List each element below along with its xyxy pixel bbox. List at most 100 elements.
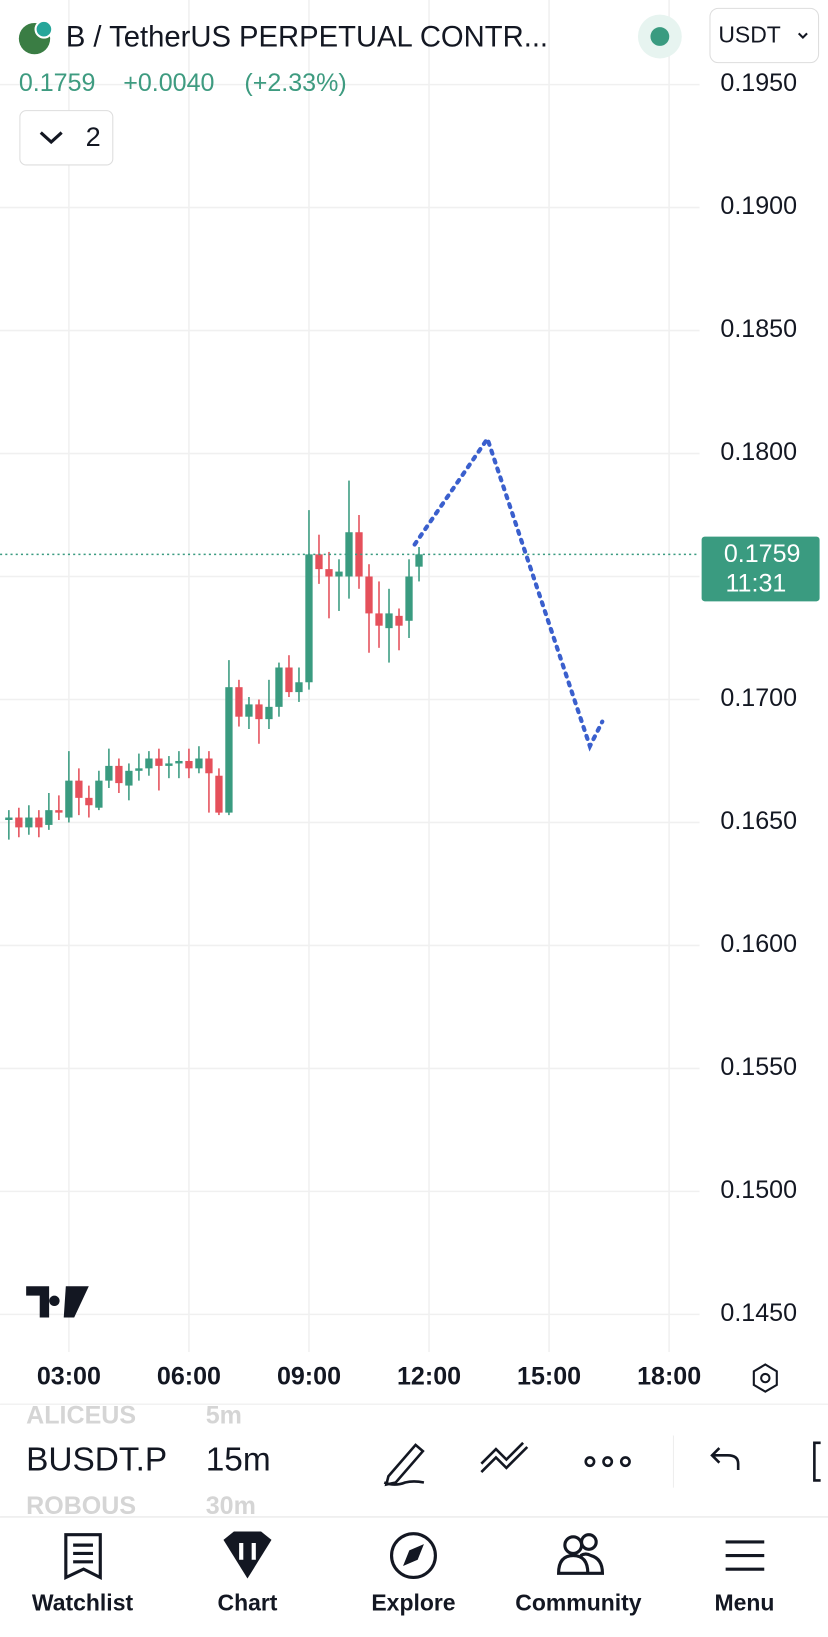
header-price: 0.1759: [19, 69, 96, 97]
more-tools[interactable]: [584, 1456, 631, 1468]
settings-icon: [760, 1372, 771, 1384]
candle-body: [115, 765, 123, 784]
interval-current[interactable]: 15m: [206, 1441, 271, 1478]
explore-icon[interactable]: [389, 1532, 437, 1580]
x-tick-label: 18:00: [637, 1363, 701, 1391]
nav-label[interactable]: Watchlist: [32, 1590, 134, 1616]
nav-label[interactable]: Chart: [218, 1590, 278, 1616]
header-change: +0.0040: [123, 69, 214, 97]
draw-tool[interactable]: [383, 1443, 425, 1487]
candle-body: [45, 810, 53, 825]
explore-needle: [403, 1544, 424, 1567]
last-price-box: [701, 536, 820, 602]
candle-body: [385, 613, 393, 629]
fullscreen-button[interactable]: [813, 1441, 821, 1482]
watchlist-icon[interactable]: [64, 1533, 102, 1581]
candle-body: [245, 704, 253, 717]
candle-body: [5, 817, 13, 820]
y-tick-label: 0.1700: [720, 684, 797, 712]
y-tick-label: 0.1500: [720, 1176, 797, 1204]
interval-option[interactable]: 5m: [206, 1401, 242, 1429]
tether-logo: [34, 19, 54, 39]
y-tick-label: 0.1550: [720, 1053, 797, 1081]
currency-label: USDT: [718, 22, 780, 48]
candle-body: [205, 758, 213, 774]
currency-button[interactable]: [709, 7, 820, 64]
candle-body: [365, 576, 373, 614]
community-icon-head: [579, 1533, 598, 1551]
candle-body: [145, 758, 153, 769]
candle-body: [415, 554, 423, 567]
undo-button[interactable]: [710, 1447, 740, 1470]
candle-body: [255, 704, 263, 720]
candle-body: [65, 780, 73, 818]
candle-body: [375, 613, 383, 626]
x-tick-label: 15:00: [517, 1363, 581, 1391]
tradingview-logo: [26, 1286, 89, 1318]
candle-body: [235, 687, 243, 717]
candle-body: [335, 571, 343, 577]
chart-icon[interactable]: [223, 1531, 272, 1579]
symbol-title[interactable]: B / TetherUS PERPETUAL CONTR...: [66, 21, 548, 53]
candle-body: [55, 810, 63, 813]
candle-body: [355, 532, 363, 577]
market-status-dot: [650, 27, 670, 46]
header-change-pct: (+2.33%): [244, 69, 346, 97]
countdown-label: 11:31: [725, 569, 786, 597]
indicators-count: 2: [86, 121, 101, 152]
y-tick-label: 0.1950: [720, 69, 797, 97]
candle-body: [195, 758, 203, 769]
candle-body: [35, 817, 43, 828]
interval-option[interactable]: 30m: [206, 1492, 256, 1520]
nav-label[interactable]: Community: [515, 1590, 641, 1616]
candle-body: [405, 576, 413, 621]
candle-body: [155, 758, 163, 766]
candle-body: [225, 687, 233, 813]
indicators-chevron: [39, 131, 63, 145]
candle-body: [85, 797, 93, 806]
symbol-current[interactable]: BUSDT.P: [26, 1441, 167, 1478]
settings-button[interactable]: [752, 1363, 778, 1393]
indicators-toggle[interactable]: [19, 110, 114, 166]
nav-label[interactable]: Explore: [371, 1590, 455, 1616]
candle-body: [125, 770, 133, 786]
candle-body: [25, 817, 33, 828]
candle-body: [295, 682, 303, 693]
candle-body: [215, 775, 223, 813]
symbol-option[interactable]: ALICEUS: [26, 1401, 136, 1429]
x-tick-label: 09:00: [277, 1363, 341, 1391]
candle-body: [135, 768, 143, 771]
y-tick-label: 0.1800: [720, 438, 797, 466]
y-tick-label: 0.1450: [720, 1299, 797, 1327]
currency-chevron: [797, 32, 808, 40]
y-tick-label: 0.1600: [720, 930, 797, 958]
x-tick-label: 12:00: [397, 1363, 461, 1391]
candle-body: [345, 532, 353, 577]
candle-body: [185, 760, 193, 769]
candle-body: [15, 817, 23, 828]
candle-body: [285, 667, 293, 693]
trend-tool[interactable]: [480, 1441, 529, 1473]
candle-body: [75, 780, 83, 798]
y-tick-label: 0.1650: [720, 807, 797, 835]
candle-body: [305, 554, 313, 683]
community-icon[interactable]: [557, 1552, 605, 1575]
candle-body: [315, 554, 323, 570]
projection-line: [412, 434, 605, 752]
menu-icon[interactable]: [725, 1540, 765, 1571]
symbol-option[interactable]: ROBOUS: [26, 1492, 136, 1520]
candle-body: [175, 760, 183, 764]
candle-body: [325, 569, 333, 577]
x-tick-label: 06:00: [157, 1363, 221, 1391]
candle-body: [395, 615, 403, 626]
x-tick-label: 03:00: [37, 1363, 101, 1391]
candle-body: [265, 706, 273, 720]
chart-icon-candles: [239, 1543, 256, 1560]
candle-body: [95, 780, 103, 808]
y-tick-label: 0.1900: [720, 192, 797, 220]
nav-label[interactable]: Menu: [714, 1590, 774, 1616]
y-tick-label: 0.1850: [720, 315, 797, 343]
